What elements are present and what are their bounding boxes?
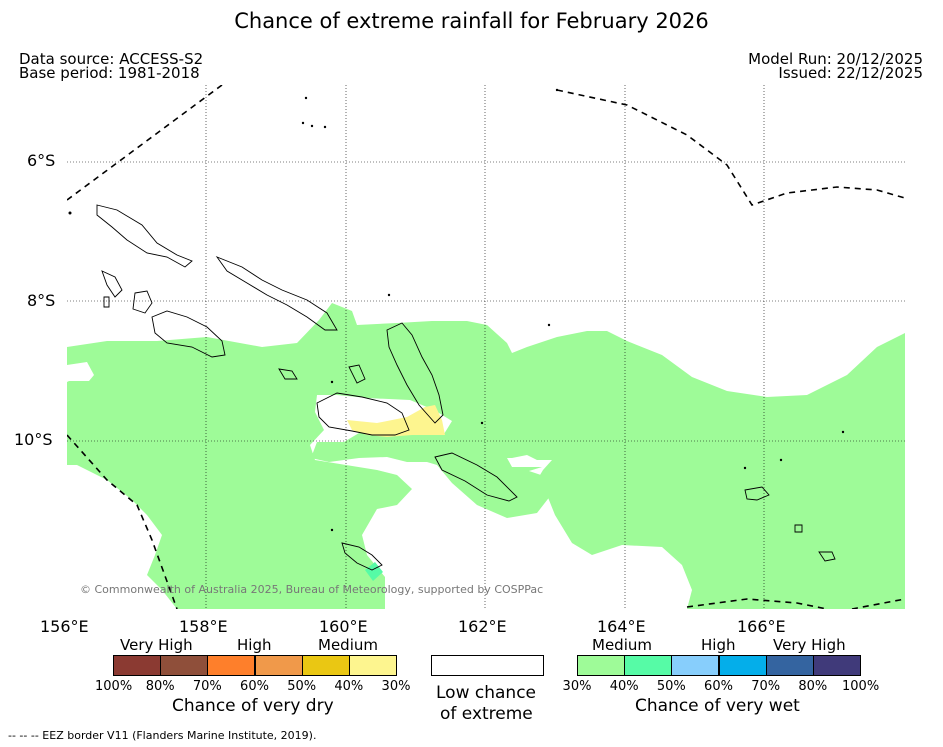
- island-outlines: [96, 204, 836, 571]
- wet-caption: Chance of very wet: [635, 696, 800, 716]
- dry-tick-4: 50%: [287, 679, 317, 694]
- eez-borders: [67, 85, 905, 609]
- lat-label-10s: 10°S: [14, 430, 53, 449]
- data-source: Data source: ACCESS-S2: [19, 50, 204, 68]
- rainfall-map: [67, 85, 905, 609]
- issued-date: Issued: 22/12/2025: [778, 64, 923, 82]
- dry-swatch-0: [113, 655, 162, 676]
- dry-caption: Chance of very dry: [172, 696, 334, 716]
- wet-region: [67, 303, 905, 609]
- wet-header-very-high: Very High: [773, 636, 846, 654]
- low-chance-line2: of extreme: [440, 704, 533, 724]
- model-run: Model Run: 20/12/2025: [748, 50, 923, 68]
- wet-header-medium: Medium: [592, 636, 652, 654]
- wet-swatch-2: [671, 655, 720, 676]
- wet-swatch-0: [577, 655, 626, 676]
- low-chance-swatch: [431, 655, 544, 676]
- lat-label-8s: 8°S: [27, 291, 56, 310]
- eez-footer-note: -- -- -- EEZ border V11 (Flanders Marine…: [8, 729, 317, 742]
- wet-tick-3: 60%: [704, 679, 733, 694]
- map-gridlines: [67, 85, 905, 609]
- copyright-notice: © Commonwealth of Australia 2025, Bureau…: [80, 583, 544, 596]
- lon-label-160e: 160°E: [319, 617, 368, 636]
- dry-tick-5: 40%: [334, 679, 364, 694]
- wet-header-high: High: [701, 636, 736, 654]
- wet-tick-6: 100%: [842, 679, 880, 694]
- dry-tick-6: 30%: [381, 679, 411, 694]
- lagoon-white: [67, 362, 94, 381]
- dry-tick-1: 80%: [145, 679, 175, 694]
- wet-swatch-3: [718, 655, 767, 676]
- base-period: Base period: 1981-2018: [19, 64, 200, 82]
- dry-swatch-3: [254, 655, 303, 676]
- dry-swatch-2: [207, 655, 256, 676]
- lon-label-158e: 158°E: [179, 617, 228, 636]
- dry-tick-0: 100%: [95, 679, 133, 694]
- lon-label-156e: 156°E: [40, 617, 89, 636]
- dry-header-very-high: Very High: [120, 636, 193, 654]
- low-chance-line1: Low chance: [436, 683, 536, 703]
- wet-tick-0: 30%: [562, 679, 592, 694]
- dry-tick-2: 70%: [192, 679, 222, 694]
- lon-label-164e: 164°E: [597, 617, 646, 636]
- dry-tick-3: 60%: [240, 679, 269, 694]
- dry-header-medium: Medium: [318, 636, 378, 654]
- lon-label-162e: 162°E: [458, 617, 507, 636]
- wet-tick-1: 40%: [609, 679, 639, 694]
- wet-swatch-5: [812, 655, 861, 676]
- dry-swatch-5: [348, 655, 397, 676]
- dry-header-high: High: [237, 636, 272, 654]
- dry-region: [347, 405, 445, 437]
- dry-swatch-1: [160, 655, 209, 676]
- wet-tick-4: 70%: [751, 679, 781, 694]
- small-islets: [68, 88, 845, 532]
- wet-swatch-1: [624, 655, 673, 676]
- lat-label-6s: 6°S: [27, 151, 56, 170]
- chart-title: Chance of extreme rainfall for February …: [234, 9, 709, 33]
- wet-tick-2: 50%: [656, 679, 686, 694]
- wet-swatch-4: [765, 655, 814, 676]
- wet-tick-5: 80%: [798, 679, 828, 694]
- lon-label-166e: 166°E: [737, 617, 786, 636]
- dry-swatch-4: [301, 655, 350, 676]
